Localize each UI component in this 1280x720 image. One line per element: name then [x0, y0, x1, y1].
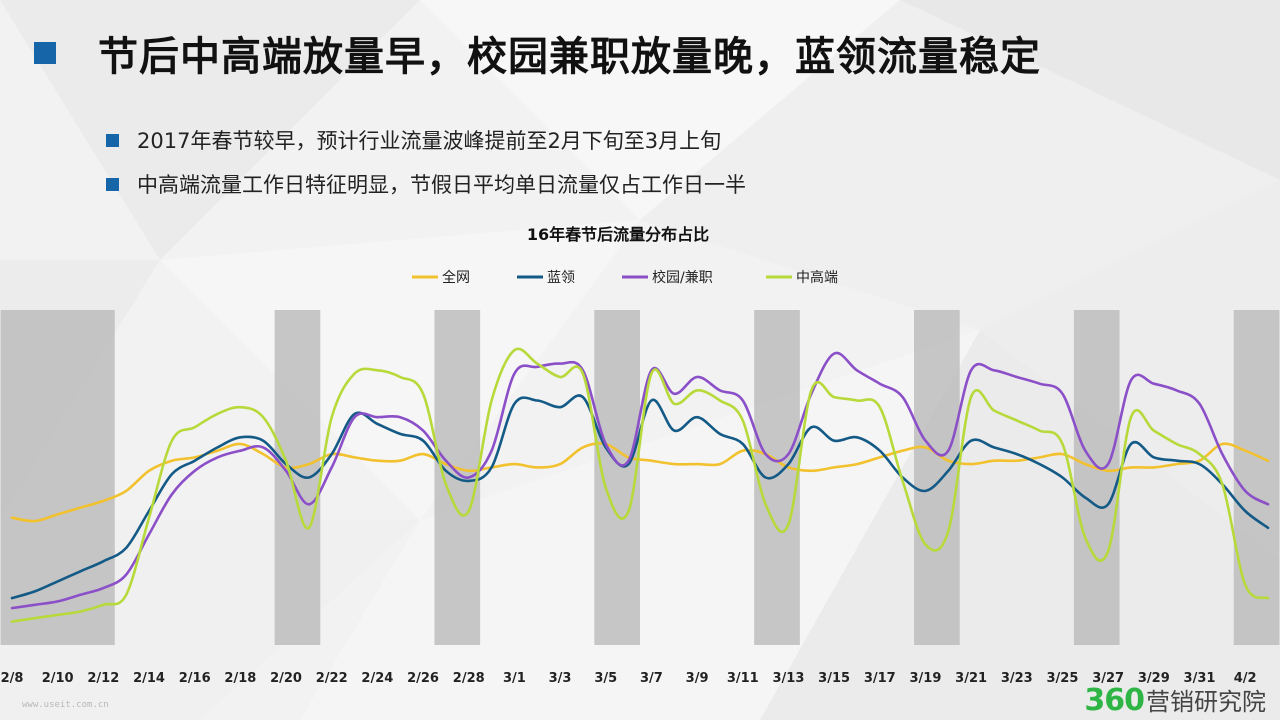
chart-series — [10, 347, 1270, 623]
bullet-square-icon — [106, 177, 119, 191]
x-tick-label: 3/13 — [772, 671, 804, 686]
title-bullet-square — [34, 42, 56, 64]
page-title-row: 节后中高端放量早，校园兼职放量晚，蓝领流量稳定 — [34, 24, 1041, 82]
weekend-band — [594, 310, 640, 645]
series-line-2 — [10, 351, 1270, 610]
x-tick-label: 3/1 — [503, 671, 526, 686]
x-tick-label: 3/5 — [594, 671, 617, 686]
x-tick-label: 3/17 — [864, 671, 896, 686]
x-tick-label: 3/9 — [686, 671, 709, 686]
weekend-band — [1233, 310, 1280, 645]
series-line-1 — [10, 394, 1270, 600]
chart-title: 16年春节后流量分布占比 — [527, 225, 709, 244]
x-tick-label: 3/7 — [640, 671, 663, 686]
x-tick-label: 3/23 — [1001, 671, 1033, 686]
watermark: www.useit.com.cn — [22, 700, 109, 710]
x-tick-label: 4/2 — [1234, 671, 1257, 686]
x-tick-label: 2/26 — [407, 671, 439, 686]
x-tick-label: 2/20 — [270, 671, 302, 686]
x-tick-label: 2/22 — [316, 671, 348, 686]
weekend-band — [754, 310, 800, 645]
x-tick-label: 3/21 — [955, 671, 987, 686]
bullet-item: 中高端流量工作日特征明显，节假日平均单日流量仅占工作日一半 — [106, 162, 746, 206]
legend-label: 校园/兼职 — [652, 269, 713, 286]
x-tick-label: 2/18 — [224, 671, 256, 686]
x-tick-label: 3/19 — [910, 671, 942, 686]
x-tick-label: 2/24 — [361, 671, 393, 686]
x-tick-label: 3/25 — [1047, 671, 1079, 686]
bullet-square-icon — [106, 133, 119, 147]
bullet-list: 2017年春节较早，预计行业流量波峰提前至2月下旬至3月上旬 中高端流量工作日特… — [106, 118, 746, 206]
x-tick-label: 2/8 — [1, 671, 24, 686]
legend-label: 全网 — [442, 269, 470, 286]
bullet-item: 2017年春节较早，预计行业流量波峰提前至2月下旬至3月上旬 — [106, 118, 746, 162]
weekend-band — [1073, 310, 1120, 645]
logo-number: 360 — [1084, 683, 1145, 718]
x-tick-label: 2/12 — [87, 671, 119, 686]
x-tick-label: 2/28 — [453, 671, 485, 686]
chart-legend: 全网 蓝领 校园/兼职 中高端 — [412, 269, 838, 286]
x-tick-label: 2/14 — [133, 671, 165, 686]
bullet-text: 中高端流量工作日特征明显，节假日平均单日流量仅占工作日一半 — [137, 173, 746, 197]
series-line-0 — [10, 442, 1270, 523]
x-axis-ticks: 2/8 2/10 2/12 2/14 2/16 2/18 2/20 2/22 2/24 2/26 2… — [1, 671, 1257, 686]
bullet-text: 2017年春节较早，预计行业流量波峰提前至2月下旬至3月上旬 — [137, 129, 722, 153]
x-tick-label: 2/10 — [42, 671, 74, 686]
x-tick-label: 3/29 — [1138, 671, 1170, 686]
logo-text: 营销研究院 — [1146, 688, 1266, 716]
weekend-band — [274, 310, 321, 645]
series-line-3 — [10, 347, 1270, 623]
x-tick-label: 3/27 — [1092, 671, 1124, 686]
x-tick-label: 3/31 — [1184, 671, 1216, 686]
line-chart: 16年春节后流量分布占比 全网 蓝领 校园/兼职 中高端 2/8 2/10 2/12 2/1… — [0, 225, 1280, 686]
x-tick-label: 3/15 — [818, 671, 850, 686]
weekend-band — [914, 310, 960, 645]
brand-logo: 360 营销研究院 — [1084, 682, 1266, 718]
legend-label: 蓝领 — [547, 270, 575, 286]
x-tick-label: 3/3 — [549, 671, 572, 686]
x-tick-label: 3/11 — [727, 671, 759, 686]
weekend-band — [0, 310, 115, 645]
page-title: 节后中高端放量早，校园兼职放量晚，蓝领流量稳定 — [98, 34, 1041, 80]
legend-label: 中高端 — [796, 269, 838, 286]
x-tick-label: 2/16 — [179, 671, 211, 686]
weekend-bands — [0, 310, 1280, 645]
